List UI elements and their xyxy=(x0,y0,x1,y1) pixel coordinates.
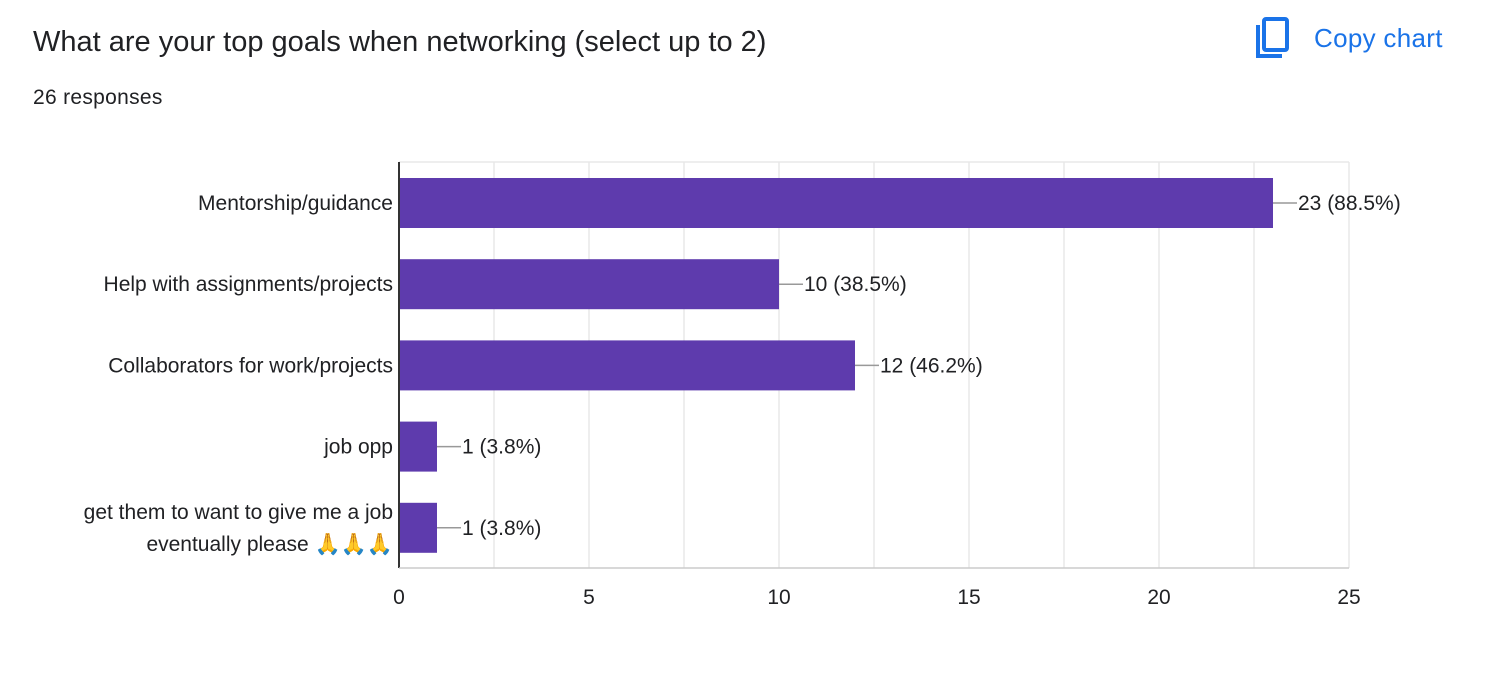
chart-axes: 0 5 10 15 20 25 xyxy=(393,162,1361,609)
data-label: 23 (88.5%) xyxy=(1298,192,1401,215)
bar xyxy=(399,502,437,553)
bar xyxy=(399,178,1273,228)
x-tick-label: 25 xyxy=(1337,586,1360,609)
x-tick-label: 15 xyxy=(957,586,980,609)
data-label: 1 (3.8%) xyxy=(462,436,541,459)
bar xyxy=(399,421,437,472)
bar xyxy=(399,340,855,391)
category-label: job opp xyxy=(323,436,393,459)
response-count: 26 responses xyxy=(33,86,163,109)
x-tick-label: 20 xyxy=(1147,586,1170,609)
copy-icon xyxy=(1252,16,1290,60)
category-label: Collaborators for work/projects xyxy=(108,354,393,377)
chart-labels: 23 (88.5%) Mentorship/guidance 10 (38.5%) H… xyxy=(84,192,1401,556)
category-label: eventually please 🙏🙏🙏 xyxy=(146,532,393,556)
x-tick-label: 0 xyxy=(393,586,405,609)
bar xyxy=(399,259,779,310)
question-title: What are your top goals when networking … xyxy=(33,26,767,58)
category-label: Help with assignments/projects xyxy=(104,273,393,296)
x-tick-label: 10 xyxy=(767,586,790,609)
copy-chart-button[interactable]: Copy chart xyxy=(1252,16,1443,60)
category-label: Mentorship/guidance xyxy=(198,192,393,215)
copy-chart-label: Copy chart xyxy=(1314,22,1443,53)
data-label: 10 (38.5%) xyxy=(804,273,907,296)
chart-bars xyxy=(399,178,1273,553)
x-tick-label: 5 xyxy=(583,586,595,609)
category-label: get them to want to give me a job xyxy=(84,501,393,524)
data-label: 12 (46.2%) xyxy=(880,354,983,377)
data-label: 1 (3.8%) xyxy=(462,517,541,540)
